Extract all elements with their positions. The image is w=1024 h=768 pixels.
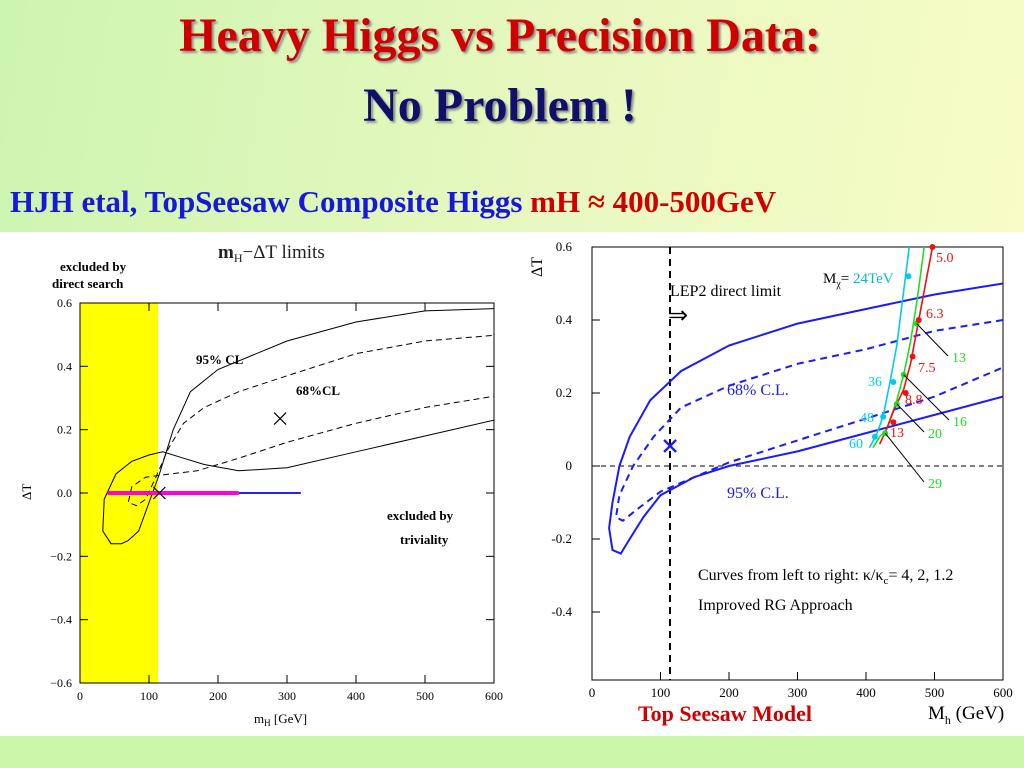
right-xtick-label: 100: [651, 685, 671, 700]
right-series-red-4: [878, 247, 934, 445]
right-point-label-cyan: 48: [860, 411, 874, 426]
right-point-label-red: 13: [890, 426, 904, 441]
left-chart-title: mH−ΔT limits: [218, 242, 325, 265]
cl95-label-left: 95% CL: [196, 352, 244, 367]
right-xtick-label: 200: [719, 685, 739, 700]
right-ytick-label: 0.4: [556, 312, 573, 327]
right-point-cyan: [871, 433, 878, 440]
left-ytick-label: 0.0: [57, 486, 72, 500]
lep2-label: LEP2 direct limit: [670, 283, 782, 300]
right-series-dashed-1: [614, 319, 1003, 522]
right-point-label-red: 5.0: [936, 251, 954, 266]
right-xtick-label: 0: [589, 685, 596, 700]
left-series-solid-0: [102, 308, 494, 545]
right-series-green-3: [872, 247, 926, 449]
lep2-arrow: ⇒: [668, 303, 688, 329]
right-xtick-label: 400: [856, 685, 876, 700]
right-point-red: [890, 419, 897, 426]
right-point-label-green: 20: [928, 427, 942, 442]
right-point-red: [909, 353, 916, 360]
left-xtick-label: 600: [485, 689, 503, 703]
cl68-label-right: 68% C.L.: [727, 382, 789, 399]
right-x-axis-label: Mh (GeV): [928, 703, 1004, 727]
left-ytick-label: 0.6: [57, 296, 72, 310]
right-point-label-green: 16: [953, 415, 967, 430]
right-y-axis-label: ΔT: [529, 257, 546, 277]
right-leader-line: [903, 374, 950, 421]
left-xtick-label: 400: [347, 689, 365, 703]
right-series-solid-0: [608, 282, 1003, 555]
left-xtick-label: 500: [416, 689, 434, 703]
right-point-label-green: 29: [928, 477, 942, 492]
right-leader-line: [916, 323, 949, 357]
right-point-label-cyan: 36: [868, 375, 882, 390]
left-ytick-label: 0.2: [57, 423, 72, 437]
figure-panel: [0, 232, 1024, 736]
cl68-label-left: 68%CL: [296, 383, 340, 398]
right-ytick-label: -0.4: [551, 604, 572, 619]
right-ytick-label: 0.2: [556, 385, 572, 400]
cl95-label-right: 95% C.L.: [727, 485, 789, 502]
left-series-dashed-1: [127, 334, 494, 507]
excluded-direct-label-2: direct search: [52, 276, 124, 291]
slide-title-line2: No Problem !: [363, 79, 637, 132]
right-x-marker: [663, 439, 677, 453]
right-ytick-label: 0: [566, 458, 573, 473]
left-xtick-label: 200: [209, 689, 227, 703]
subtitle-mass-range: mH ≈ 400-500GeV: [530, 184, 777, 219]
bottom-band: [0, 736, 1024, 768]
right-xtick-label: 600: [993, 685, 1013, 700]
left-x-axis-label: mH [GeV]: [254, 711, 307, 728]
slide-title: Heavy Higgs vs Precision Data:: [179, 9, 821, 62]
excluded-direct-label-1: excluded by: [60, 259, 127, 274]
right-xtick-label: 300: [788, 685, 808, 700]
left-x-marker: [273, 412, 287, 426]
left-xtick-label: 300: [278, 689, 296, 703]
right-ytick-label: -0.2: [551, 531, 572, 546]
right-point-label-red: 6.3: [926, 307, 944, 322]
left-ytick-label: 0.4: [57, 359, 72, 373]
chart-right: 0 100 200 300 400 500 600 -0.4 -0.2 0 0.2 0.4 0.6 36…: [529, 239, 1013, 727]
rg-note: Improved RG Approach: [698, 597, 853, 614]
right-ytick-label: 0.6: [556, 239, 573, 254]
right-point-label-red: 7.5: [918, 361, 936, 376]
right-point-red: [915, 317, 922, 323]
right-series-cyan-2: [868, 247, 911, 449]
chart-left: 0 100 200 300 400 500 600 −0.6 −0.4 −0.2 0.0 0.2 0.4…: [19, 242, 503, 728]
excluded-triviality-label-2: triviality: [400, 532, 449, 547]
top-seesaw-caption: Top Seesaw Model: [638, 701, 812, 726]
right-point-label-red: 8.8: [905, 393, 923, 408]
subtitle-authors: HJH etal, TopSeesaw Composite Higgs: [10, 184, 531, 219]
left-xtick-label: 0: [77, 689, 83, 703]
left-ytick-label: −0.4: [50, 613, 72, 627]
right-point-red: [929, 244, 936, 250]
right-point-cyan: [905, 273, 912, 280]
right-point-label-cyan: 60: [849, 437, 863, 452]
right-point-cyan: [880, 413, 887, 420]
curves-note: Curves from left to right: κ/κc= 4, 2, 1…: [698, 567, 953, 587]
left-y-axis-label: ΔT: [19, 484, 34, 500]
excluded-triviality-label-1: excluded by: [387, 508, 454, 523]
right-point-red: [902, 390, 909, 396]
left-x-marker: [152, 486, 166, 500]
left-ytick-label: −0.2: [50, 549, 72, 563]
right-point-label-green: 13: [952, 351, 966, 366]
left-xtick-label: 100: [140, 689, 158, 703]
left-ytick-label: −0.6: [50, 676, 72, 690]
right-leader-line: [884, 432, 925, 483]
right-leader-line: [896, 403, 925, 433]
right-point-cyan: [890, 379, 897, 386]
right-xtick-label: 500: [925, 685, 945, 700]
slide-subtitle: HJH etal, TopSeesaw Composite Higgs mH ≈…: [10, 184, 776, 220]
mchi-label: Mχ= 24TeV: [823, 271, 894, 290]
